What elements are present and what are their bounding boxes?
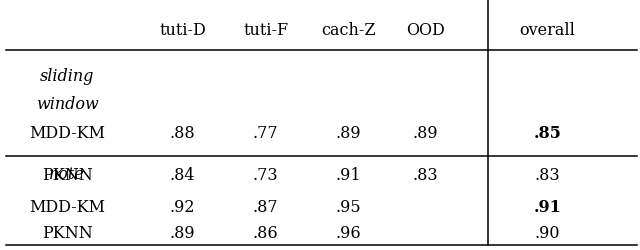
Text: MDD-KM: MDD-KM — [29, 124, 105, 141]
Text: .84: .84 — [170, 166, 195, 184]
Text: .77: .77 — [253, 124, 278, 141]
Text: sliding: sliding — [40, 68, 94, 85]
Text: MDD-KM: MDD-KM — [29, 198, 105, 215]
Text: .83: .83 — [534, 166, 560, 184]
Text: .92: .92 — [170, 198, 195, 215]
Text: .73: .73 — [253, 166, 278, 184]
Text: .95: .95 — [336, 198, 362, 215]
Text: .91: .91 — [336, 166, 362, 184]
Text: .91: .91 — [533, 198, 561, 215]
Text: .89: .89 — [170, 224, 195, 241]
Text: cach-Z: cach-Z — [321, 22, 376, 38]
Text: .96: .96 — [336, 224, 362, 241]
Text: overall: overall — [519, 22, 575, 38]
Text: .89: .89 — [336, 124, 362, 141]
Text: .88: .88 — [170, 124, 195, 141]
Text: .89: .89 — [413, 124, 438, 141]
Text: OOD: OOD — [406, 22, 445, 38]
Text: .90: .90 — [534, 224, 560, 241]
Text: .87: .87 — [253, 198, 278, 215]
Text: PKNN: PKNN — [42, 224, 93, 241]
Text: .83: .83 — [413, 166, 438, 184]
Text: window: window — [36, 95, 99, 112]
Text: tuti-F: tuti-F — [243, 22, 288, 38]
Text: note: note — [49, 165, 85, 182]
Text: tuti-D: tuti-D — [159, 22, 206, 38]
Text: .86: .86 — [253, 224, 278, 241]
Text: .85: .85 — [533, 124, 561, 141]
Text: PKNN: PKNN — [42, 166, 93, 184]
